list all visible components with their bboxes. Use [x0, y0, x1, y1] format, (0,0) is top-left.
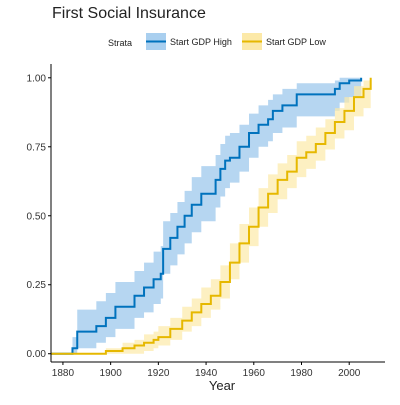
series-line-start-gdp-high: [51, 77, 363, 355]
x-axis-title: Year: [209, 378, 236, 393]
legend-entry-low: Start GDP Low: [242, 33, 326, 50]
x-tick-label: 1880: [52, 368, 75, 379]
plot-area: [51, 77, 372, 355]
x-tick-label: 1900: [100, 368, 123, 379]
legend: Strata Start GDP High Start GDP Low: [108, 33, 326, 50]
legend-entry-high: Start GDP High: [146, 33, 232, 50]
axes: 0.00 0.25 0.50 0.75 1.00 1880 1900 1920 1940 1960…: [27, 64, 385, 379]
x-tick-label: 2000: [338, 368, 361, 379]
y-tick-label: 0.00: [27, 349, 47, 360]
x-tick-label: 1980: [290, 368, 313, 379]
x-tick-label: 1940: [195, 368, 218, 379]
chart-title: First Social Insurance: [52, 5, 206, 22]
legend-label-high: Start GDP High: [170, 37, 232, 47]
y-tick-label: 0.75: [27, 142, 47, 153]
x-tick-label: 1960: [243, 368, 266, 379]
y-tick-label: 0.50: [27, 211, 47, 222]
legend-label-low: Start GDP Low: [266, 37, 326, 47]
y-tick-label: 0.25: [27, 280, 47, 291]
y-tick-label: 1.00: [27, 73, 47, 84]
legend-title: Strata: [108, 38, 132, 48]
confidence-band-start-gdp-high: [51, 77, 362, 354]
series-line-start-gdp-low: [51, 77, 372, 355]
x-tick-label: 1920: [147, 368, 170, 379]
